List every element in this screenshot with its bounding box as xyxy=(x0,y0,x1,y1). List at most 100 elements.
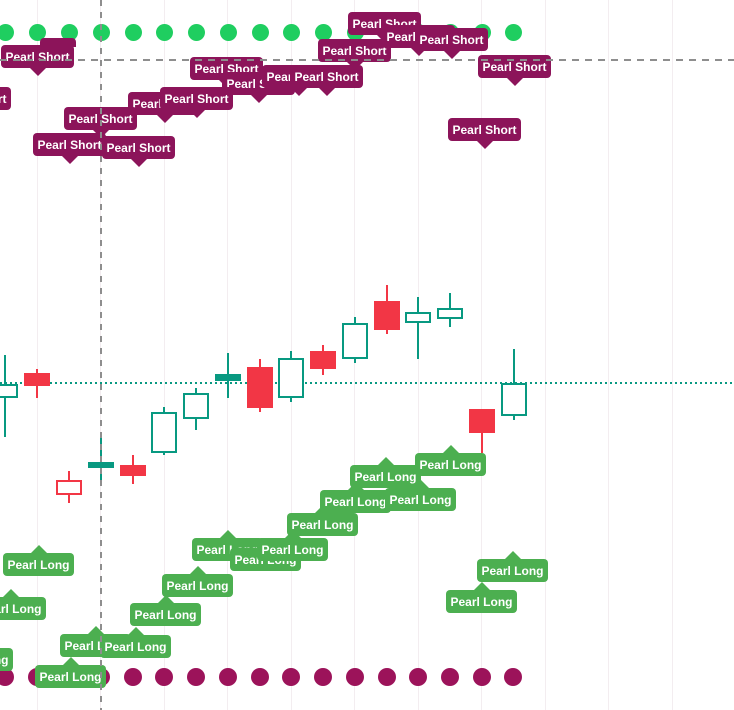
bottom-signal-dot xyxy=(314,668,332,686)
gridline xyxy=(545,0,546,710)
top-signal-dot xyxy=(314,23,332,41)
arrow-down-icon xyxy=(345,61,364,70)
badge-label: Pearl Long xyxy=(104,639,167,654)
short-signal-badge: Pearl Short xyxy=(290,65,363,96)
long-signal-badge: Pearl Long xyxy=(385,480,456,511)
badge-label: Pearl Long xyxy=(0,652,9,667)
badge-label: Pearl Long xyxy=(354,469,417,484)
arrow-down-icon xyxy=(317,87,336,96)
gridline xyxy=(164,0,165,710)
top-signal-dot xyxy=(282,23,300,41)
badge-background xyxy=(446,590,517,613)
arrow-up-icon xyxy=(1,589,20,598)
top-signal-dot xyxy=(28,23,46,41)
badge-label: Pearl Long xyxy=(39,669,102,684)
candle-body xyxy=(120,465,146,476)
long-signal-badge: Pearl Long xyxy=(100,627,171,658)
long-signal-badge: Pearl Long xyxy=(130,595,201,626)
bottom-signal-dot xyxy=(0,668,14,686)
candle xyxy=(342,317,368,363)
candle xyxy=(24,369,50,398)
badge-label: Pearl Long xyxy=(450,594,513,609)
badge-label: Pearl Short xyxy=(5,49,70,64)
candle-body xyxy=(56,480,82,495)
badge-background xyxy=(287,513,358,536)
badge-label: Pearl Short xyxy=(482,59,547,74)
long-signal-badge: Pearl Long xyxy=(257,530,328,561)
arrow-down-icon xyxy=(442,50,461,59)
candle xyxy=(501,349,527,420)
arrow-down-icon xyxy=(505,77,524,86)
badge-label: Pearl Long xyxy=(134,607,197,622)
badge-label: Pearl Long xyxy=(324,494,387,509)
badge-background xyxy=(350,465,421,488)
long-signal-badge: Pearl Long xyxy=(350,457,421,488)
arrow-up-icon xyxy=(218,530,237,539)
arrow-up-icon xyxy=(156,595,175,604)
badge-background xyxy=(35,665,106,688)
badge-background xyxy=(415,28,488,51)
candle xyxy=(151,407,177,455)
candle-body xyxy=(469,409,495,433)
badge-label: Pearl Short xyxy=(419,32,484,47)
long-signal-badge: Pearl Long xyxy=(0,648,13,671)
badge-background xyxy=(257,538,328,561)
long-signal-badge: Pearl Long xyxy=(0,589,46,620)
long-signal-badge: Pearl Long xyxy=(477,551,548,582)
candle xyxy=(374,285,400,334)
badge-background xyxy=(100,635,171,658)
badge-background xyxy=(477,559,548,582)
badge-label: Pearl Short xyxy=(0,91,7,106)
top-signal-dot xyxy=(124,23,142,41)
arrow-down-icon xyxy=(475,140,494,149)
dashed-crosshair-vertical xyxy=(100,0,102,710)
gridline xyxy=(608,0,609,710)
top-signal-dot xyxy=(60,23,78,41)
badge-label: Pearl Short xyxy=(322,43,387,58)
bottom-signal-dot xyxy=(219,668,237,686)
arrow-up-icon xyxy=(61,657,80,666)
top-signal-dot xyxy=(504,23,522,41)
badge-background xyxy=(130,603,201,626)
badge-background xyxy=(102,136,175,159)
candle-wick xyxy=(417,297,419,359)
badge-background xyxy=(385,488,456,511)
short-signal-badge: Pearl Short xyxy=(102,136,175,167)
badge-background xyxy=(415,453,486,476)
short-signal-badge: Pearl Short xyxy=(415,28,488,59)
bottom-signal-dot xyxy=(187,668,205,686)
candle-body xyxy=(278,358,304,398)
top-signal-dot xyxy=(0,23,14,41)
candle xyxy=(310,345,336,375)
badge-label: Pearl Short xyxy=(452,122,517,137)
candle xyxy=(469,409,495,453)
bottom-signal-dot xyxy=(124,668,142,686)
bottom-signal-dot xyxy=(346,668,364,686)
long-signal-badge: Pearl Long xyxy=(446,582,517,613)
badge-background xyxy=(3,553,74,576)
badge-background xyxy=(290,65,363,88)
candle-body xyxy=(0,384,18,398)
candle xyxy=(215,353,241,398)
arrow-down-icon xyxy=(155,114,174,123)
badge-background xyxy=(0,87,11,110)
top-signal-dot xyxy=(155,23,173,41)
short-signal-badge: Pearl Short xyxy=(160,87,233,118)
candle-body xyxy=(183,393,209,419)
bottom-signal-dot xyxy=(251,668,269,686)
badge-background xyxy=(318,39,391,62)
badge-label: Pearl Long xyxy=(261,542,324,557)
long-signal-badge: Pearl Long xyxy=(162,566,233,597)
candle xyxy=(405,297,431,359)
bottom-signal-dot xyxy=(441,668,459,686)
badge-label: Pearl Long xyxy=(7,557,70,572)
candle xyxy=(437,293,463,327)
bottom-signal-dot xyxy=(282,668,300,686)
arrow-down-icon xyxy=(187,109,206,118)
candle-body xyxy=(215,374,241,381)
candle xyxy=(183,388,209,430)
candle-body xyxy=(310,351,336,369)
arrow-down-icon xyxy=(60,155,79,164)
short-signal-badge: Pearl Short xyxy=(318,39,391,70)
